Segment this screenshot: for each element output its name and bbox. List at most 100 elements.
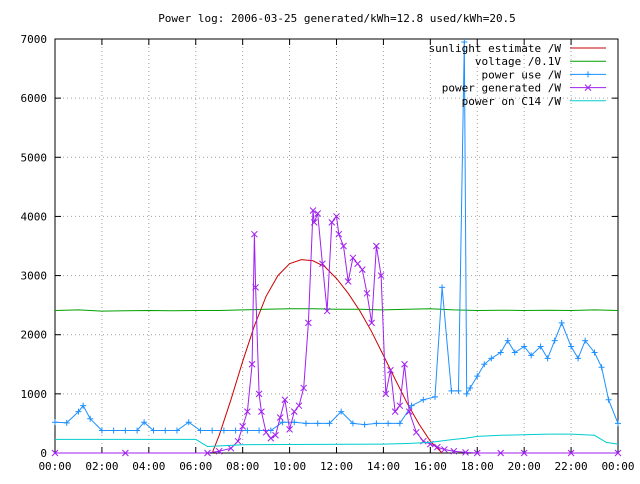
data-point — [462, 449, 469, 456]
data-point — [338, 408, 345, 415]
data-point — [204, 449, 211, 457]
data-point — [141, 419, 148, 426]
x-tick-label: 04:00 — [132, 460, 165, 473]
data-point — [363, 289, 371, 297]
data-point — [401, 360, 408, 368]
x-tick-label: 08:00 — [226, 460, 259, 473]
data-point — [248, 360, 256, 368]
data-point — [396, 420, 403, 427]
data-point — [215, 447, 223, 455]
data-point — [220, 427, 227, 434]
x-tick-label: 20:00 — [508, 460, 541, 473]
legend-marker — [585, 71, 591, 78]
data-point — [520, 449, 528, 457]
data-point — [239, 423, 247, 430]
data-point — [504, 337, 511, 344]
y-tick-label: 4000 — [21, 210, 48, 223]
data-point — [319, 260, 326, 268]
data-point — [303, 420, 310, 427]
x-tick-label: 00:00 — [38, 460, 71, 473]
y-tick-label: 6000 — [21, 92, 48, 105]
y-tick-label: 2000 — [21, 329, 48, 342]
data-point — [497, 349, 504, 356]
data-point — [251, 230, 258, 238]
data-point — [537, 343, 544, 350]
x-tick-label: 16:00 — [414, 460, 447, 473]
data-point — [354, 260, 361, 268]
data-point — [441, 446, 448, 453]
data-point — [448, 387, 455, 394]
data-point — [387, 366, 394, 374]
x-tick-label: 06:00 — [179, 460, 212, 473]
data-point — [267, 434, 275, 442]
data-point — [234, 437, 242, 445]
data-point — [567, 449, 575, 457]
data-point — [439, 284, 446, 291]
data-point — [300, 384, 308, 392]
data-point — [134, 427, 141, 434]
data-point — [358, 266, 366, 274]
data-point — [450, 447, 458, 455]
data-point — [605, 396, 612, 403]
data-point — [474, 373, 481, 380]
data-point — [615, 420, 621, 427]
y-tick-label: 3000 — [21, 270, 48, 283]
data-point — [412, 428, 420, 436]
data-point — [262, 428, 270, 436]
data-point — [340, 242, 347, 250]
data-point — [481, 361, 488, 368]
data-point — [122, 449, 129, 457]
data-point — [244, 427, 251, 434]
data-point — [314, 420, 321, 427]
axes: 0 1000 2000 3000 4000 5000 6000 7000 00:00 02:00 0… — [21, 33, 635, 473]
data-point — [528, 352, 535, 359]
x-tick-label: 18:00 — [461, 460, 494, 473]
series-line — [211, 259, 443, 454]
data-point — [511, 349, 518, 356]
data-point — [396, 402, 404, 410]
data-point — [87, 415, 94, 422]
legend-label: power on C14 /W — [462, 95, 562, 108]
data-point — [281, 396, 289, 404]
data-point — [75, 408, 82, 415]
y-tick-label: 0 — [40, 447, 47, 460]
data-point — [551, 337, 558, 344]
y-tick-label: 1000 — [21, 388, 48, 401]
data-point — [326, 420, 333, 427]
data-point — [568, 343, 575, 350]
data-point — [582, 337, 589, 344]
data-point — [272, 431, 279, 439]
data-point — [197, 427, 204, 434]
data-point — [558, 319, 565, 326]
data-point — [467, 384, 474, 391]
data-point — [382, 390, 390, 398]
data-point — [252, 284, 259, 291]
data-point — [267, 427, 274, 434]
data-point — [335, 230, 343, 238]
data-point — [598, 364, 605, 371]
data-point — [286, 425, 293, 433]
data-point — [209, 427, 216, 434]
data-point — [488, 355, 495, 362]
data-point — [391, 408, 399, 415]
data-point — [309, 207, 317, 214]
data-point — [173, 427, 180, 434]
data-point — [63, 419, 70, 426]
data-point — [344, 278, 352, 285]
series-line — [54, 308, 619, 312]
data-point — [122, 427, 129, 434]
chart-title: Power log: 2006-03-25 generated/kWh=12.8… — [158, 12, 516, 25]
x-tick-label: 10:00 — [273, 460, 306, 473]
series-group — [51, 38, 622, 457]
data-point — [314, 210, 322, 217]
legend-label: voltage /0.1V — [475, 55, 561, 68]
data-point — [591, 349, 598, 356]
data-point — [110, 427, 117, 434]
data-point — [373, 420, 380, 427]
series-line — [54, 41, 619, 431]
data-point — [361, 421, 368, 428]
data-point — [244, 408, 251, 415]
x-tick-label: 02:00 — [85, 460, 118, 473]
